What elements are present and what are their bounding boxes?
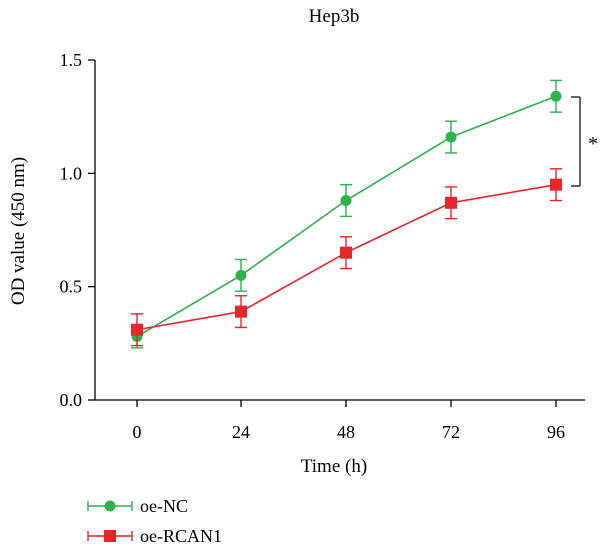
x-tick-label: 24	[232, 422, 250, 442]
y-tick-label: 0.5	[60, 277, 83, 297]
axes: 0.0 0.5 1.0 1.5 0 24 48 72 96	[60, 50, 585, 442]
legend-marker	[104, 500, 116, 512]
legend-label: oe-NC	[140, 496, 188, 516]
significance-bracket: *	[571, 96, 598, 187]
x-tick-label: 48	[337, 422, 355, 442]
legend-item-oe-NC: oe-NC	[87, 496, 188, 516]
y-tick-label: 1.5	[60, 50, 83, 70]
y-tick-label: 1.0	[60, 163, 83, 183]
x-tick-label: 0	[133, 422, 142, 442]
y-tick-label: 0.0	[60, 390, 83, 410]
data-point	[445, 196, 457, 209]
data-point	[340, 246, 352, 259]
legend: oe-NC oe-RCAN1	[87, 496, 222, 546]
data-point	[235, 305, 247, 318]
chart-title: Hep3b	[309, 6, 360, 27]
data-point	[550, 178, 562, 191]
legend-item-oe-RCAN1: oe-RCAN1	[87, 526, 222, 546]
data-point	[445, 131, 457, 143]
significance-asterisk: *	[588, 133, 598, 155]
series-oe-NC	[131, 79, 562, 349]
data-point	[550, 90, 562, 102]
data-point	[235, 269, 247, 281]
series-group	[131, 79, 562, 349]
legend-marker	[104, 530, 116, 542]
x-axis-label: Time (h)	[301, 456, 367, 477]
x-tick-label: 96	[547, 422, 565, 442]
y-axis-label: OD value (450 nm)	[8, 157, 29, 305]
x-tick-label: 72	[442, 422, 460, 442]
series-oe-RCAN1	[131, 168, 562, 347]
data-point	[340, 195, 352, 207]
data-point	[131, 323, 143, 336]
legend-label: oe-RCAN1	[140, 526, 222, 546]
